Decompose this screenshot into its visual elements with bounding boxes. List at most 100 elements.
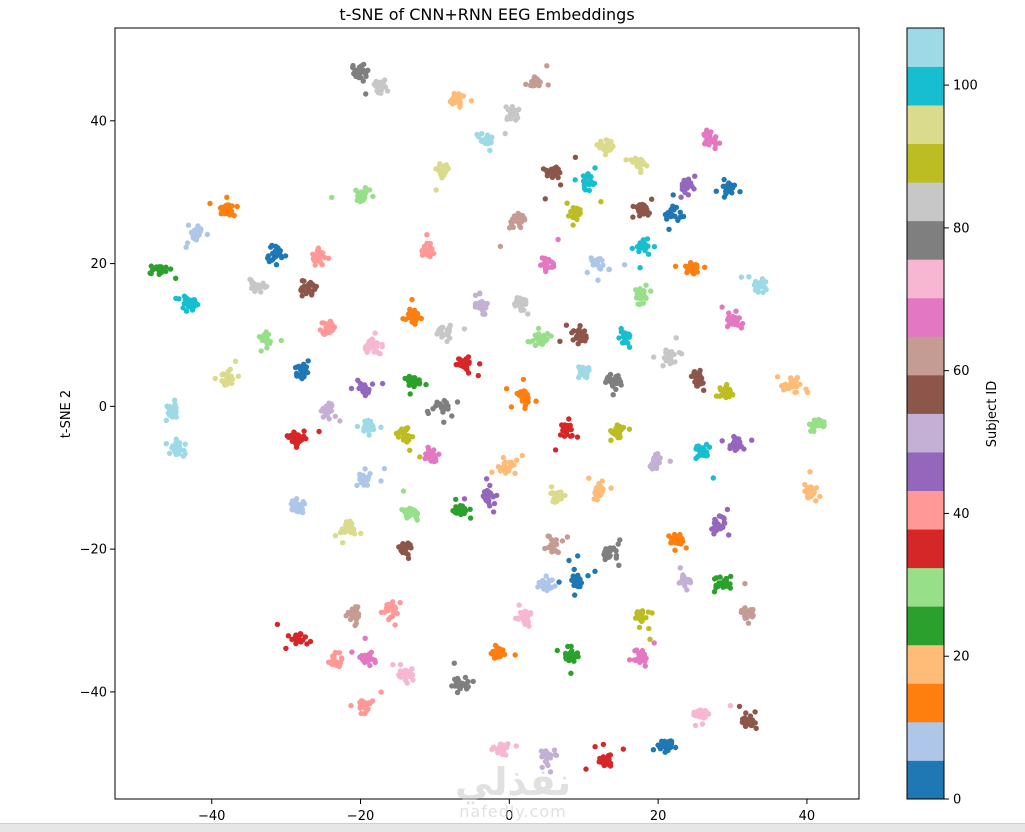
scatter-point [608, 485, 614, 491]
scatter-point [172, 447, 179, 453]
scatter-point [726, 310, 732, 316]
cluster-46 [212, 358, 241, 388]
scatter-point [535, 584, 541, 590]
scatter-point [664, 216, 670, 222]
scatter-point [669, 207, 675, 213]
scatter-point [613, 386, 619, 393]
scatter-point [518, 301, 525, 307]
scatter-point [513, 743, 519, 749]
scatter-point [563, 652, 569, 658]
scatter-point [392, 622, 398, 628]
scatter-point [672, 263, 679, 269]
scatter-point [264, 345, 270, 351]
scatter-point [672, 744, 679, 751]
scatter-point [500, 454, 507, 461]
scatter-point [570, 222, 576, 228]
scatter-point [568, 426, 574, 433]
scatter-point [701, 715, 707, 721]
cluster-60 [163, 436, 188, 459]
scatter-point [522, 405, 528, 412]
scatter-point [592, 744, 598, 750]
scatter-point [635, 611, 641, 618]
scatter-point [638, 169, 644, 175]
scatter-point [462, 674, 469, 681]
cluster-66 [806, 416, 827, 435]
scatter-point [525, 399, 531, 405]
scatter-point [706, 444, 713, 450]
scatter-point [436, 451, 442, 457]
scatter-point [644, 236, 651, 242]
scatter-point [616, 562, 622, 568]
scatter-point [437, 171, 444, 177]
scatter-point [362, 390, 369, 397]
scatter-point [682, 189, 688, 196]
scatter-point [732, 314, 739, 321]
scatter-point [636, 157, 642, 163]
scatter-point [542, 545, 548, 552]
scatter-point [398, 547, 404, 554]
scatter-point [550, 171, 556, 178]
scatter-point [525, 619, 531, 625]
scatter-point [602, 152, 609, 158]
scatter-point [651, 455, 657, 461]
scatter-point [677, 209, 683, 215]
scatter-point [437, 161, 443, 167]
cluster-69 [647, 450, 673, 472]
scatter-point [695, 443, 702, 449]
scatter-point [544, 63, 550, 69]
scatter-point [358, 698, 365, 704]
scatter-point [696, 369, 703, 375]
scatter-point [552, 583, 558, 589]
scatter-point [581, 335, 587, 341]
scatter-point [461, 496, 468, 502]
cluster-97 [349, 635, 378, 669]
scatter-point [176, 296, 182, 302]
scatter-point [728, 573, 734, 580]
scatter-point [749, 717, 756, 723]
scatter-point [539, 336, 545, 343]
scatter-point [605, 752, 612, 759]
scatter-point [542, 579, 548, 586]
scatter-point [184, 240, 191, 246]
cluster-103 [348, 689, 384, 717]
scatter-point [234, 203, 240, 210]
x-tick-label: −40 [198, 809, 225, 824]
cluster-84 [542, 533, 571, 555]
scatter-point [521, 215, 527, 222]
cluster-80 [332, 518, 364, 546]
cluster-58 [318, 400, 343, 424]
scatter-point [746, 274, 752, 280]
cluster-44 [616, 325, 633, 350]
scatter-point [622, 339, 628, 345]
scatter-point [650, 747, 657, 753]
scatter-point [166, 450, 173, 456]
scatter-point [752, 709, 758, 715]
scatter-point [424, 455, 431, 461]
cluster-101 [390, 661, 416, 686]
cluster-25 [538, 236, 561, 275]
cluster-89 [711, 573, 734, 595]
scatter-point [378, 609, 385, 615]
scatter-point [362, 466, 368, 472]
scatter-point [733, 308, 739, 314]
scatter-point [293, 439, 299, 445]
watermark: نفذلي nafedly.com [448, 762, 578, 821]
scatter-point [353, 620, 359, 626]
scatter-point [665, 747, 671, 754]
scatter-point [607, 545, 613, 551]
scatter-point [258, 348, 264, 354]
cluster-88 [676, 565, 694, 593]
scatter-point [572, 154, 579, 160]
colorbar-segment [907, 374, 944, 414]
scatter-point [545, 82, 551, 88]
scatter-point [433, 187, 439, 193]
scatter-point [363, 73, 369, 80]
scatter-point [386, 616, 392, 623]
scatter-point [321, 331, 328, 338]
scatter-point [584, 374, 590, 381]
scatter-point [646, 625, 652, 632]
scatter-point [701, 387, 707, 393]
cluster-0 [350, 61, 371, 97]
cluster-34 [633, 282, 654, 307]
scatter-point [647, 636, 653, 642]
